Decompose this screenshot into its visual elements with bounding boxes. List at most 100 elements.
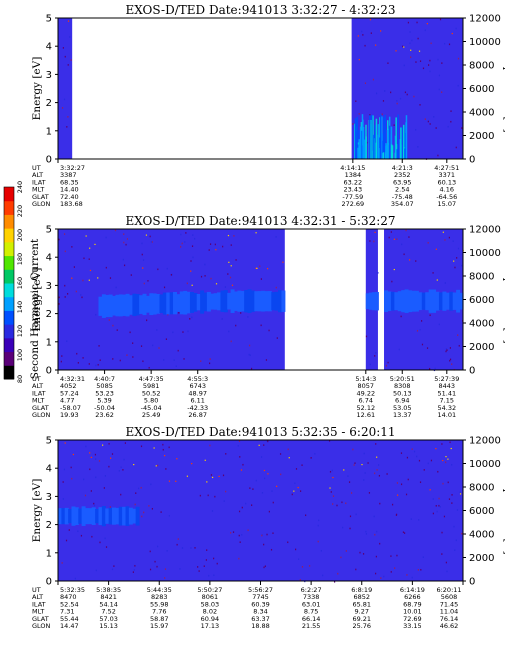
speckle: [453, 525, 455, 528]
enhancement-streak: [382, 140, 384, 159]
speckle: [432, 498, 434, 500]
speckle: [165, 468, 167, 470]
emission-band: [132, 508, 137, 524]
speckle: [170, 274, 172, 276]
speckle: [165, 338, 168, 341]
ephemeris-value: 7.15: [440, 397, 454, 405]
hot-pixel: [163, 454, 166, 457]
hot-pixel: [395, 50, 397, 52]
emission-band: [240, 290, 245, 312]
hot-pixel: [72, 453, 74, 456]
colorbar-label: Second Harmonic Current: [29, 238, 41, 379]
speckle: [442, 482, 444, 485]
speckle: [272, 501, 274, 504]
speckle: [62, 498, 64, 500]
speckle: [230, 340, 232, 343]
ephemeris-value: -42.33: [187, 404, 208, 412]
speckle: [320, 549, 322, 552]
speckle: [148, 366, 150, 369]
ephemeris-value: 8283: [151, 593, 168, 601]
hot-pixel: [442, 231, 444, 233]
hot-pixel: [231, 284, 234, 286]
speckle: [424, 118, 426, 120]
emission-band: [408, 290, 413, 313]
ephemeris-row-label: GLAT: [32, 193, 49, 201]
emission-band: [250, 290, 255, 312]
speckle: [403, 64, 405, 67]
hot-pixel: [376, 456, 378, 458]
speckle: [405, 229, 407, 232]
speckle: [364, 472, 366, 474]
enhancement-streak: [390, 144, 393, 159]
ephemeris-value: 2.54: [395, 186, 409, 194]
speckle: [194, 237, 196, 240]
emission-band: [128, 295, 133, 315]
speckle: [308, 565, 311, 567]
speckle: [98, 345, 100, 347]
hot-pixel: [256, 267, 258, 269]
colorbar-tick-label: 200: [16, 229, 24, 241]
speckle: [190, 260, 192, 262]
emission-band: [135, 294, 140, 316]
speckle: [447, 481, 449, 484]
speckle: [348, 481, 351, 483]
y2-tick-label: 2000: [469, 131, 494, 142]
speckle: [64, 296, 66, 298]
hot-pixel: [240, 469, 243, 471]
emission-band: [135, 506, 140, 526]
enhancement-streak: [395, 117, 397, 159]
speckle: [235, 324, 237, 327]
speckle: [58, 303, 60, 305]
speckle: [349, 527, 351, 530]
speckle: [433, 115, 435, 118]
speckle: [260, 456, 263, 458]
speckle: [141, 515, 143, 518]
speckle: [99, 359, 101, 362]
emission-band: [203, 292, 208, 312]
hot-pixel: [435, 448, 437, 450]
speckle: [213, 557, 215, 560]
speckle: [91, 535, 93, 538]
speckle: [205, 559, 207, 561]
emission-band: [365, 293, 370, 310]
ephemeris-value: -75.48: [392, 193, 413, 201]
speckle: [70, 59, 72, 61]
speckle: [403, 253, 405, 256]
ephemeris-value: 53.23: [95, 389, 114, 397]
enhancement-streak: [374, 125, 376, 159]
speckle: [409, 31, 411, 33]
emission-band: [125, 506, 130, 526]
y2-tick-label: 6000: [469, 295, 494, 306]
speckle: [383, 575, 385, 578]
ephemeris-value: 14.40: [60, 186, 79, 194]
speckle: [64, 284, 66, 287]
emission-band: [196, 293, 201, 311]
speckle: [230, 531, 232, 534]
speckle: [398, 348, 400, 351]
speckle: [149, 235, 151, 238]
speckle: [355, 513, 357, 516]
speckle: [295, 548, 297, 551]
colorbar-frame: [3, 186, 15, 380]
ephemeris-value: 7.52: [101, 608, 115, 616]
speckle: [156, 329, 158, 331]
hot-pixel: [168, 480, 171, 482]
speckle: [222, 474, 225, 477]
speckle: [438, 497, 440, 500]
speckle: [427, 120, 429, 123]
y2-tick-label: 0: [469, 577, 475, 588]
speckle: [449, 441, 451, 444]
speckle: [133, 569, 135, 571]
emission-band: [459, 292, 464, 310]
enhancement-streak: [386, 129, 389, 159]
speckle: [391, 503, 394, 506]
y2-tick-label: 12000: [469, 14, 501, 25]
speckle: [68, 529, 70, 531]
speckle: [332, 495, 335, 497]
speckle: [177, 538, 179, 540]
speckle: [445, 461, 447, 464]
speckle: [95, 476, 97, 479]
ephemeris-value: 72.69: [403, 615, 422, 623]
emission-band: [368, 292, 373, 310]
speckle: [329, 470, 332, 473]
